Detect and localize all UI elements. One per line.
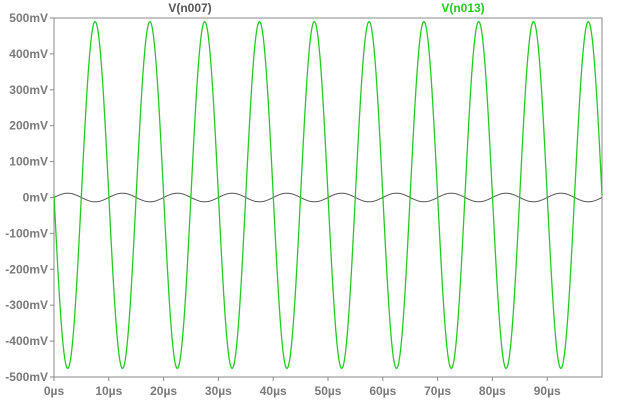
y-tick-label: 200mV: [9, 119, 48, 133]
x-tick-label: 60µs: [369, 384, 396, 398]
y-axis: 500mV 400mV 300mV 200mV 100mV 0mV -100mV -200mV…: [5, 11, 54, 384]
x-tick-label: 20µs: [150, 384, 177, 398]
y-tick-label: 400mV: [9, 47, 48, 61]
y-tick-label: 100mV: [9, 155, 48, 169]
x-tick-label: 50µs: [315, 384, 342, 398]
traces: [53, 20, 603, 370]
x-axis: 0µs 10µs 20µs 30µs 40µs 50µs 60µs 70µs 80µs 90µs: [44, 377, 561, 398]
y-tick-label: 0mV: [23, 191, 48, 205]
x-tick-label: 70µs: [424, 384, 451, 398]
x-tick-label: 0µs: [44, 384, 65, 398]
legend-v-n007[interactable]: V(n007): [168, 1, 211, 15]
legend: V(n007) V(n013): [168, 1, 484, 15]
x-tick-label: 90µs: [534, 384, 561, 398]
x-tick-label: 40µs: [260, 384, 287, 398]
series-line-v-n013: [53, 20, 603, 370]
y-tick-label: -400mV: [5, 334, 48, 348]
legend-v-n013[interactable]: V(n013): [441, 1, 484, 15]
y-tick-label: -100mV: [5, 226, 48, 240]
y-tick-label: -500mV: [5, 370, 48, 384]
x-tick-label: 80µs: [479, 384, 506, 398]
x-tick-label: 30µs: [205, 384, 232, 398]
y-tick-label: -200mV: [5, 262, 48, 276]
x-tick-label: 10µs: [95, 384, 122, 398]
y-tick-label: -300mV: [5, 298, 48, 312]
y-tick-label: 500mV: [9, 11, 48, 25]
y-tick-label: 300mV: [9, 83, 48, 97]
